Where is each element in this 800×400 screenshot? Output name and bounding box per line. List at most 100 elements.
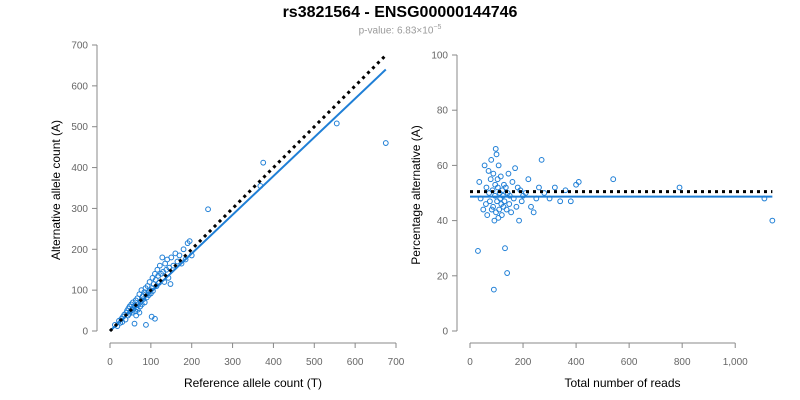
right-data-point xyxy=(490,286,497,293)
right-x-tick-label: 800 xyxy=(674,357,691,368)
left-data-point xyxy=(143,321,149,328)
right-data-point xyxy=(501,198,508,205)
right-data-point xyxy=(575,179,582,185)
left-data-point xyxy=(205,206,211,213)
left-x-tick-label: 200 xyxy=(183,357,200,368)
right-data-point xyxy=(496,206,503,213)
right-y-tick-label: 80 xyxy=(437,106,449,117)
right-data-point xyxy=(491,217,498,224)
right-data-point xyxy=(516,217,522,224)
right-data-point xyxy=(484,212,491,218)
left-x-tick-label: 700 xyxy=(388,357,405,368)
left-data-point xyxy=(333,120,340,127)
right-data-point xyxy=(610,176,617,183)
right-data-point xyxy=(503,206,510,213)
right-data-point xyxy=(502,184,509,191)
left-data-point xyxy=(136,309,143,316)
right-data-point xyxy=(505,170,512,177)
left-y-tick-label: 0 xyxy=(82,327,88,338)
left-x-tick-label: 600 xyxy=(347,357,364,368)
right-data-point xyxy=(495,162,502,169)
right-data-point xyxy=(475,248,481,254)
left-data-point xyxy=(180,246,187,253)
right-data-point xyxy=(490,170,497,177)
left-y-tick-label: 300 xyxy=(71,204,88,215)
left-data-point xyxy=(168,254,175,261)
right-data-point xyxy=(509,179,516,185)
left-data-point xyxy=(176,252,183,259)
right-y-tick-label: 0 xyxy=(442,327,448,338)
right-y-tick-label: 20 xyxy=(437,271,449,282)
right-data-point xyxy=(506,201,513,207)
left-y-tick-label: 200 xyxy=(71,245,88,256)
right-data-point xyxy=(485,168,492,174)
left-y-tick-label: 700 xyxy=(71,41,88,52)
right-x-tick-label: 400 xyxy=(568,357,585,368)
left-data-point xyxy=(167,281,174,287)
left-data-point xyxy=(186,238,193,245)
chart-title: rs3821564 - ENSG00000144746 xyxy=(282,4,518,21)
right-data-point xyxy=(676,184,683,191)
right-data-point xyxy=(497,173,504,180)
left-x-tick-label: 500 xyxy=(306,357,323,368)
right-data-point xyxy=(551,184,558,191)
right-data-point xyxy=(486,198,493,205)
left-x-tick-label: 300 xyxy=(224,357,241,368)
left-x-tick-label: 100 xyxy=(143,357,160,368)
right-data-point xyxy=(513,203,520,210)
left-reference-line xyxy=(108,54,387,333)
right-data-point xyxy=(488,206,495,213)
left-y-tick-label: 500 xyxy=(71,122,88,133)
right-data-point xyxy=(476,179,483,185)
right-data-point xyxy=(518,198,525,205)
right-data-point xyxy=(538,156,545,163)
right-y-axis-label: Percentage alternative (A) xyxy=(409,125,423,264)
chart-subtitle: p-value: 6.83×10−5 xyxy=(0,24,800,36)
right-data-point xyxy=(557,198,564,205)
right-data-point xyxy=(530,209,537,216)
left-data-point xyxy=(154,266,161,273)
right-y-tick-label: 40 xyxy=(437,216,449,227)
p-value-text: p-value: 6.83×10 xyxy=(358,25,434,37)
p-value-exponent: −5 xyxy=(433,24,442,31)
right-x-tick-label: 600 xyxy=(621,357,638,368)
right-data-point xyxy=(528,203,534,210)
right-data-point xyxy=(504,270,511,276)
left-data-point xyxy=(152,315,158,322)
right-data-point xyxy=(493,209,499,216)
right-data-point xyxy=(487,176,494,183)
right-y-tick-label: 100 xyxy=(431,51,448,62)
left-y-tick-label: 600 xyxy=(71,81,88,92)
left-x-axis-label: Reference allele count (T) xyxy=(184,376,322,390)
right-x-tick-label: 200 xyxy=(515,357,532,368)
right-data-point xyxy=(483,201,489,207)
right-data-point xyxy=(483,184,490,191)
right-data-point xyxy=(498,212,505,218)
right-data-point xyxy=(769,217,776,224)
left-data-point xyxy=(260,159,267,166)
right-data-point xyxy=(493,151,500,158)
right-data-point xyxy=(508,209,515,216)
left-x-tick-label: 0 xyxy=(107,357,113,368)
left-data-point xyxy=(156,262,163,269)
left-y-tick-label: 400 xyxy=(71,163,88,174)
right-data-point xyxy=(512,165,518,172)
left-data-point xyxy=(141,299,148,306)
right-data-point xyxy=(495,214,502,221)
left-data-point xyxy=(159,254,166,261)
left-y-tick-label: 100 xyxy=(71,286,88,297)
left-y-axis-label: Alternative allele count (A) xyxy=(49,120,63,260)
right-data-point xyxy=(494,184,501,191)
right-data-point xyxy=(488,156,495,163)
left-data-point xyxy=(133,312,140,319)
right-x-axis-label: Total number of reads xyxy=(564,376,680,390)
right-y-tick-label: 60 xyxy=(437,161,449,172)
right-data-point xyxy=(502,245,508,252)
right-data-point xyxy=(536,184,542,191)
left-data-point xyxy=(382,140,389,146)
left-data-point xyxy=(152,277,159,283)
right-data-point xyxy=(494,176,501,183)
